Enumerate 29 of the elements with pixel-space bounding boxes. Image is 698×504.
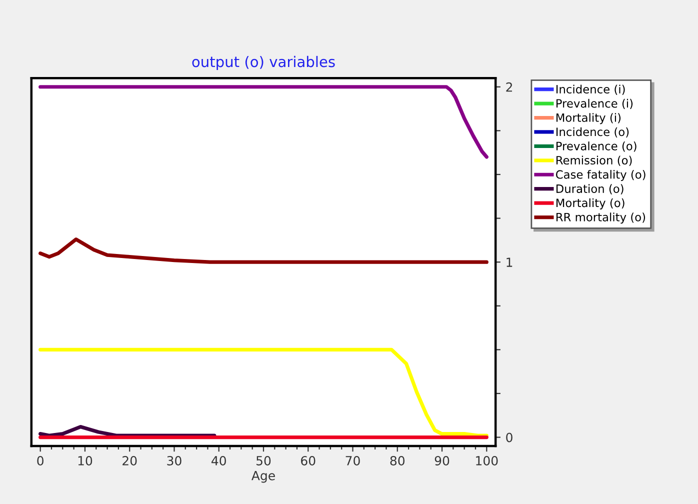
x-axis-title: Age	[252, 471, 275, 483]
legend-label: Prevalence (o)	[556, 142, 636, 152]
x-tick-label: 10	[78, 456, 92, 466]
y-tick-label: 1	[506, 258, 512, 267]
legend-label: Remission (o)	[556, 156, 632, 166]
x-tick-label: 0	[37, 456, 44, 466]
chart-title: output (o) variables	[192, 56, 335, 70]
legend-label: Mortality (o)	[556, 198, 624, 210]
x-tick-label: 80	[390, 456, 405, 466]
x-tick-label: 40	[212, 456, 226, 466]
x-tick-label: 20	[122, 456, 137, 466]
x-tick-label: 70	[346, 456, 360, 466]
x-tick-label: 50	[256, 456, 271, 466]
legend-label: Case fatality (o)	[556, 170, 646, 181]
line-series	[38, 85, 488, 159]
legend-label: Incidence (i)	[556, 84, 625, 95]
line-series	[38, 348, 488, 438]
x-tick-label: 100	[476, 456, 498, 466]
line-series	[38, 238, 488, 264]
legend-label: Mortality (i)	[556, 113, 621, 124]
x-tick-label: 60	[301, 456, 316, 466]
legend-label: Incidence (o)	[556, 127, 629, 138]
legend-label: Prevalence (i)	[556, 98, 633, 110]
y-tick-label: 2	[506, 82, 512, 92]
x-tick-label: 90	[434, 456, 450, 466]
legend-label: RR mortality (o)	[556, 212, 646, 224]
y-tick-label: 0	[506, 432, 512, 442]
x-tick-label: 30	[167, 456, 182, 466]
legend-label: Duration (o)	[556, 184, 624, 194]
